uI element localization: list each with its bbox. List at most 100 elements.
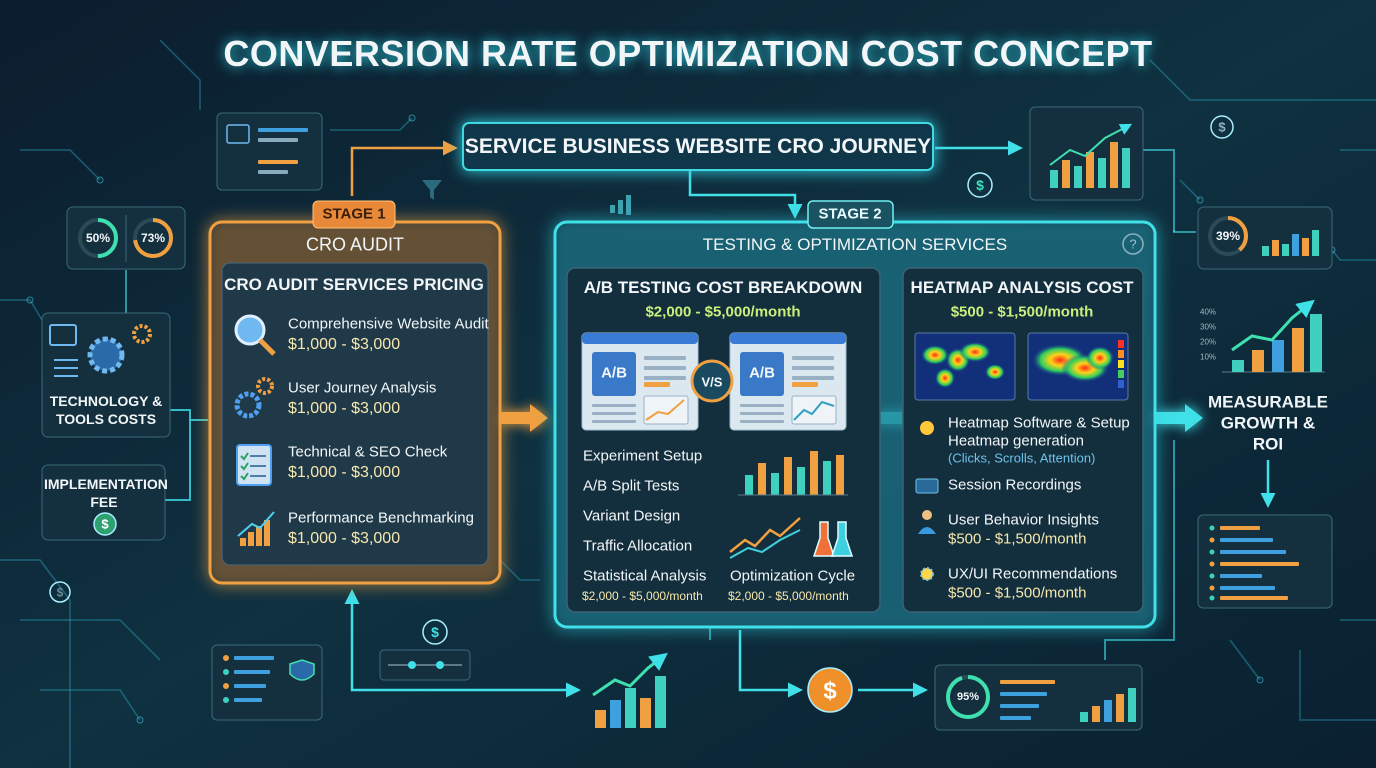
- text-line: [792, 356, 834, 360]
- deco-bar: [1080, 712, 1088, 722]
- text-line: [592, 420, 636, 423]
- panel-title: A/B TESTING COST BREAKDOWN: [583, 278, 863, 297]
- circuit-line: [20, 619, 161, 661]
- deco-bar: [1062, 160, 1070, 188]
- gear-icon: [132, 324, 152, 344]
- text-line: [644, 366, 686, 370]
- flow-arrow: [350, 640, 581, 698]
- deco-bar: [610, 700, 621, 728]
- deco-bar: [1232, 360, 1244, 372]
- circuit-line: [330, 117, 413, 131]
- coin-icon: [1210, 115, 1234, 139]
- circuit-line: [0, 559, 71, 768]
- browser-bar: [730, 333, 846, 344]
- ab-step: Experiment Setup: [583, 447, 703, 465]
- deco-bar: [745, 475, 753, 495]
- deco-bar: [1282, 244, 1289, 256]
- gauge-label: 95%: [956, 691, 980, 703]
- circuit-node: [26, 296, 34, 304]
- mini-chart: [643, 395, 689, 425]
- deco-trend: [729, 517, 801, 553]
- audit-item: Performance Benchmarking: [288, 509, 474, 527]
- text-line: [792, 366, 834, 370]
- gauge-arc: [133, 218, 173, 258]
- funnel-icon: [422, 180, 442, 200]
- text-line: [592, 404, 636, 407]
- list-dot: [1209, 525, 1215, 531]
- icon-bar: [256, 526, 262, 546]
- mini-chart: [791, 395, 837, 425]
- dash-line: [1220, 596, 1288, 600]
- ab-step: A/B Split Tests: [583, 477, 680, 495]
- variant-label: A/B: [601, 364, 627, 382]
- deco-bar: [1302, 238, 1309, 256]
- flow-arrow: [350, 140, 458, 196]
- audit-item: Comprehensive Website Audit: [288, 315, 489, 333]
- slider-knob: [436, 661, 444, 669]
- gear-icon: [87, 336, 125, 374]
- circuit-line: [159, 39, 201, 110]
- circuit-line: [1331, 249, 1376, 261]
- versus-label: V/S: [701, 374, 723, 390]
- deco-bar: [1262, 246, 1269, 256]
- dash-line: [258, 170, 288, 174]
- gauge-arc: [946, 675, 990, 719]
- magnifier-handle: [258, 338, 276, 356]
- circuit-line: [40, 689, 141, 721]
- check-mark: [240, 462, 249, 471]
- stage-arrow: [500, 404, 548, 432]
- deco-bar: [1110, 142, 1118, 188]
- gauge-arc: [78, 218, 118, 258]
- deco-trend: [729, 529, 801, 559]
- list-dot: [1209, 595, 1215, 601]
- circuit-line: [0, 299, 43, 321]
- dash-line: [1000, 704, 1039, 708]
- coin-icon: [807, 667, 853, 713]
- deco-bar: [1122, 148, 1130, 188]
- heat-blob: [1086, 346, 1114, 370]
- list-dot: [223, 683, 229, 689]
- heat-blob: [935, 368, 955, 388]
- magnifier-icon: [234, 314, 266, 346]
- stage-title: TESTING & OPTIMIZATION SERVICES: [702, 235, 1008, 254]
- flow-arrow: [738, 630, 803, 698]
- dash-line: [1000, 716, 1031, 720]
- cycle-label: Optimization Cycle: [730, 567, 856, 585]
- heatmap-price: $500 - $1,500/month: [948, 530, 1087, 548]
- cycle-price: $2,000 - $5,000/month: [728, 589, 849, 603]
- deco-bar: [1092, 706, 1100, 722]
- slider-knob: [408, 661, 416, 669]
- list-dot: [1209, 549, 1215, 555]
- flow-line: [165, 420, 191, 501]
- stage-tag: STAGE 1: [322, 205, 386, 223]
- idea-icon: [920, 567, 934, 581]
- heatmap-item: UX/UI Recommendations: [948, 565, 1118, 583]
- coin-icon: [422, 619, 448, 645]
- deco-bar: [797, 467, 805, 495]
- axis-label: 40%: [1199, 307, 1217, 317]
- help-icon[interactable]: ?: [1129, 236, 1137, 252]
- circuit-node: [1256, 676, 1264, 684]
- dash-line: [234, 656, 274, 660]
- deco-bar: [1116, 694, 1124, 722]
- heat-legend: [1118, 360, 1124, 368]
- video-icon: [915, 478, 939, 494]
- circuit-line: [1179, 179, 1201, 201]
- deco-bar: [1252, 350, 1264, 372]
- gauge-label: 39%: [1215, 229, 1241, 243]
- mini-trend: [793, 400, 835, 421]
- circuit-node: [1196, 196, 1204, 204]
- ab-price: $2,000 - $5,000/month: [582, 589, 703, 603]
- heatmap-item: Heatmap Software & Setup: [948, 414, 1130, 432]
- deco-bar: [625, 688, 636, 728]
- user-icon: [918, 527, 936, 534]
- circuit-line: [1299, 650, 1376, 721]
- deco-bar: [758, 463, 766, 495]
- coin-symbol: $: [101, 517, 109, 532]
- list-dot: [1209, 537, 1215, 543]
- coin-symbol: $: [1218, 120, 1226, 135]
- check-mark: [240, 472, 249, 481]
- circuit-node: [136, 716, 144, 724]
- technology-label: TECHNOLOGY & TOOLS COSTS: [49, 393, 163, 427]
